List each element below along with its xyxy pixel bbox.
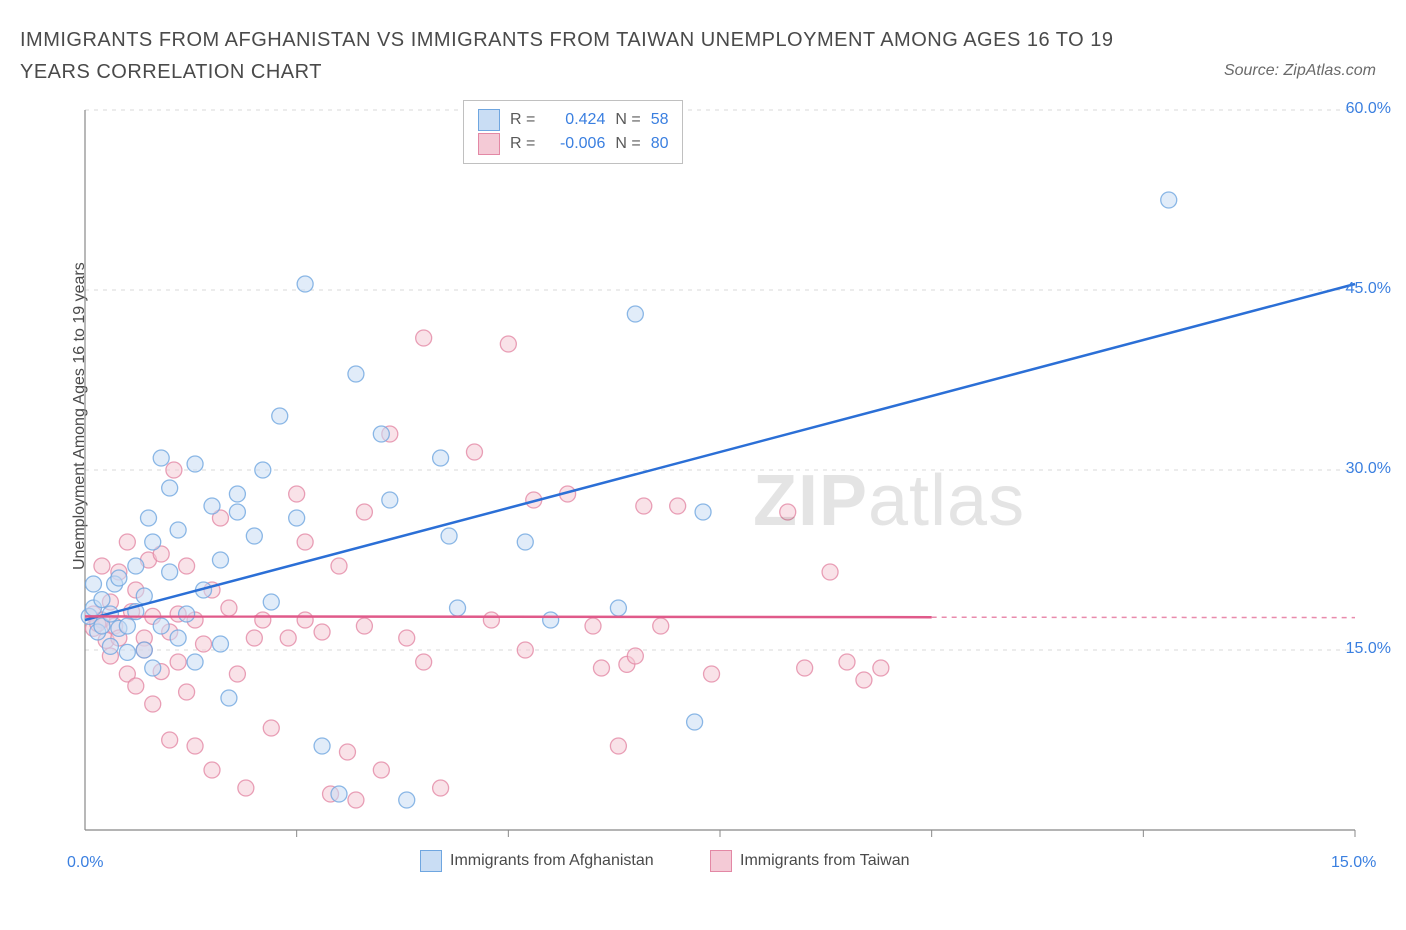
stats-row: R =0.424 N =58 [478,109,668,131]
legend-swatch [710,850,732,872]
chart-title: IMMIGRANTS FROM AFGHANISTAN VS IMMIGRANT… [20,24,1140,88]
x-tick-label: 15.0% [1331,854,1376,872]
correlation-stats-box: R =0.424 N =58R =-0.006 N =80 [463,100,683,164]
n-value: 58 [651,111,669,129]
stats-swatch [478,133,500,155]
legend-item: Immigrants from Taiwan [710,850,910,872]
y-tick-label: 60.0% [1346,100,1391,118]
scatter-plot [53,100,1365,840]
y-tick-label: 45.0% [1346,280,1391,298]
legend-swatch [420,850,442,872]
legend-label: Immigrants from Taiwan [740,852,910,870]
stats-row: R =-0.006 N =80 [478,133,668,155]
r-value: 0.424 [545,111,605,129]
y-tick-label: 30.0% [1346,460,1391,478]
x-tick-label: 0.0% [67,854,103,872]
r-value: -0.006 [545,135,605,153]
y-tick-label: 15.0% [1346,640,1391,658]
chart-area: Unemployment Among Ages 16 to 19 years R… [53,100,1373,860]
legend-item: Immigrants from Afghanistan [420,850,654,872]
source-attribution: Source: ZipAtlas.com [1224,62,1376,80]
legend-label: Immigrants from Afghanistan [450,852,654,870]
stats-swatch [478,109,500,131]
n-value: 80 [651,135,669,153]
